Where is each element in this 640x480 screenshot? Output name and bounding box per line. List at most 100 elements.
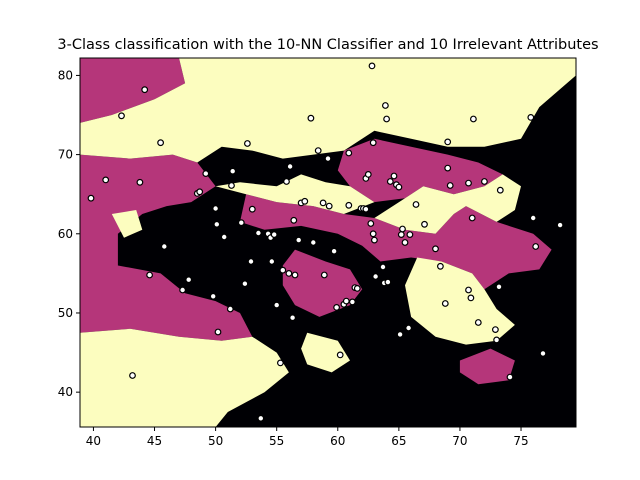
decision-region-class-a (459, 348, 515, 385)
data-point (383, 115, 391, 123)
data-point (446, 182, 454, 189)
decision-region-class-a (80, 58, 186, 123)
data-point (196, 188, 204, 196)
decision-region-class-b (111, 210, 143, 238)
data-point (213, 220, 221, 228)
data-point (301, 197, 309, 205)
data-point (309, 239, 317, 246)
data-point (345, 149, 353, 157)
data-point (185, 276, 193, 284)
data-point (406, 231, 414, 239)
data-point (179, 286, 187, 294)
data-point (157, 139, 165, 147)
data-point (291, 271, 299, 279)
data-point (136, 178, 144, 186)
decision-region-class-b (80, 58, 576, 163)
data-point (441, 300, 449, 307)
data-point (467, 294, 475, 302)
data-point (532, 243, 540, 250)
data-point (556, 221, 564, 229)
data-point (492, 326, 499, 334)
y-tick-label: 60 (58, 227, 73, 241)
data-point (386, 178, 394, 185)
data-point (437, 262, 444, 270)
data-point (320, 271, 328, 279)
data-point (214, 328, 222, 336)
data-point (228, 182, 235, 189)
data-point (396, 331, 404, 338)
x-tick-label: 75 (513, 434, 528, 448)
data-point (314, 147, 322, 155)
data-point (362, 205, 370, 213)
data-point (277, 359, 284, 367)
data-point (444, 164, 452, 172)
data-point (364, 170, 372, 178)
data-point (247, 258, 255, 265)
data-point (160, 243, 168, 250)
data-point (319, 199, 327, 207)
data-point (399, 225, 406, 233)
x-tick-label: 60 (330, 434, 345, 448)
data-point (209, 292, 217, 300)
data-point (289, 314, 297, 322)
data-point (539, 350, 547, 357)
data-point (372, 273, 380, 280)
data-point (369, 139, 377, 147)
data-point (229, 167, 237, 175)
x-tick-label: 40 (86, 434, 101, 448)
x-axis: 40 45 50 55 60 65 70 75 (86, 427, 529, 448)
x-tick-label: 65 (391, 434, 406, 448)
data-point (241, 280, 249, 288)
data-point (401, 239, 409, 246)
plot-area (80, 58, 576, 427)
data-point (268, 258, 276, 265)
decision-region-class-a (80, 154, 253, 341)
data-point (444, 138, 452, 146)
data-point (226, 305, 234, 313)
data-point (493, 336, 501, 344)
data-point (129, 372, 136, 379)
data-point (369, 230, 377, 238)
data-point (527, 113, 535, 121)
data-points (87, 62, 564, 422)
data-point (371, 236, 378, 244)
data-point (254, 229, 262, 237)
data-point (220, 233, 228, 241)
x-tick-label: 50 (208, 434, 223, 448)
data-point (496, 186, 504, 194)
data-point (367, 220, 375, 227)
y-tick-label: 70 (58, 148, 73, 162)
decision-region-class-b (374, 174, 521, 234)
data-point (397, 231, 405, 239)
data-point (286, 163, 294, 170)
data-point (270, 231, 278, 239)
data-point (273, 301, 281, 309)
decision-region-class-b (215, 174, 375, 214)
data-point (257, 414, 265, 422)
data-point (307, 114, 315, 122)
data-point (342, 297, 350, 305)
data-point (325, 202, 333, 210)
data-point (495, 283, 503, 291)
data-point (295, 236, 303, 244)
data-point (141, 86, 149, 94)
decision-regions (80, 58, 576, 427)
data-point (465, 179, 472, 187)
data-point (333, 304, 341, 311)
y-tick-label: 80 (58, 68, 73, 82)
data-point (421, 220, 428, 228)
axes-frame (79, 57, 577, 428)
data-point (465, 286, 472, 294)
y-tick-label: 40 (58, 385, 73, 399)
data-point (212, 205, 220, 212)
data-point (349, 298, 356, 306)
data-point (146, 271, 154, 279)
data-point (290, 216, 298, 224)
data-point (243, 140, 251, 147)
data-point (412, 201, 420, 208)
data-point (283, 178, 290, 185)
x-tick-label: 45 (147, 434, 162, 448)
data-point (330, 247, 338, 255)
data-point (336, 351, 344, 359)
